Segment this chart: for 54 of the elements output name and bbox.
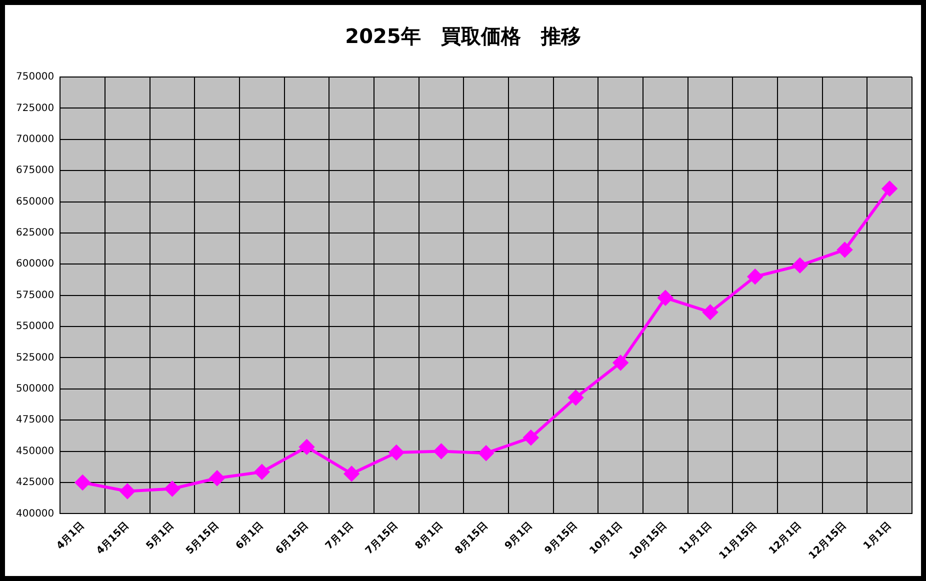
point xyxy=(164,481,180,496)
point xyxy=(434,444,449,459)
y-tick-label: 525000 xyxy=(16,352,54,364)
point xyxy=(478,446,494,461)
x-tick-label: 4月15日 xyxy=(94,520,132,557)
point xyxy=(702,304,718,320)
x-tick-label: 10月1日 xyxy=(588,520,625,557)
y-tick-label: 750000 xyxy=(16,72,54,83)
y-tick-label: 500000 xyxy=(16,384,54,395)
point xyxy=(299,439,314,454)
x-tick-label: 11月1日 xyxy=(678,520,714,557)
x-tick-label: 5月1日 xyxy=(144,520,176,552)
x-tick-label: 8月1日 xyxy=(413,520,446,552)
x-tick-label: 7月15日 xyxy=(364,520,400,557)
x-tick-label: 6月15日 xyxy=(274,520,311,557)
point xyxy=(882,181,898,196)
point xyxy=(523,430,538,446)
point xyxy=(658,290,673,306)
y-tick-label: 450000 xyxy=(16,446,54,457)
x-tick-label: 4月1日 xyxy=(54,520,87,552)
y-tick-label: 550000 xyxy=(16,321,54,332)
point xyxy=(120,484,135,499)
x-tick-label: 5月15日 xyxy=(184,520,222,557)
x-tick-label: 10月15日 xyxy=(628,520,670,562)
y-tick-label: 600000 xyxy=(16,258,54,270)
point xyxy=(210,470,225,486)
point xyxy=(837,242,852,258)
point xyxy=(792,258,808,273)
x-tick-label: 9月1日 xyxy=(503,520,535,552)
y-tick-label: 475000 xyxy=(16,414,54,426)
y-tick-label: 675000 xyxy=(16,165,54,176)
x-tick-label: 12月1日 xyxy=(767,520,804,557)
x-tick-label: 9月15日 xyxy=(543,520,580,557)
point xyxy=(75,475,90,490)
point xyxy=(344,466,360,482)
point xyxy=(388,445,404,460)
x-tick-label: 6月1日 xyxy=(234,520,266,552)
x-tick-label: 7月1日 xyxy=(324,520,356,552)
point xyxy=(748,269,763,284)
x-tick-label: 12月15日 xyxy=(807,520,849,562)
y-tick-label: 700000 xyxy=(16,134,54,145)
y-tick-label: 400000 xyxy=(16,508,54,520)
x-tick-label: 1月1日 xyxy=(862,520,894,552)
y-tick-label: 625000 xyxy=(16,228,54,239)
y-tick-label: 425000 xyxy=(16,477,54,488)
y-tick-label: 650000 xyxy=(16,196,54,208)
chart-title: 2025年 買取価格 推移 xyxy=(344,23,582,50)
point xyxy=(613,355,628,370)
x-tick-label: 11月15日 xyxy=(717,520,760,562)
point xyxy=(568,390,584,406)
point xyxy=(254,464,270,480)
y-tick-label: 725000 xyxy=(16,102,54,114)
y-tick-label: 575000 xyxy=(16,290,54,301)
x-tick-label: 8月15日 xyxy=(453,520,490,557)
